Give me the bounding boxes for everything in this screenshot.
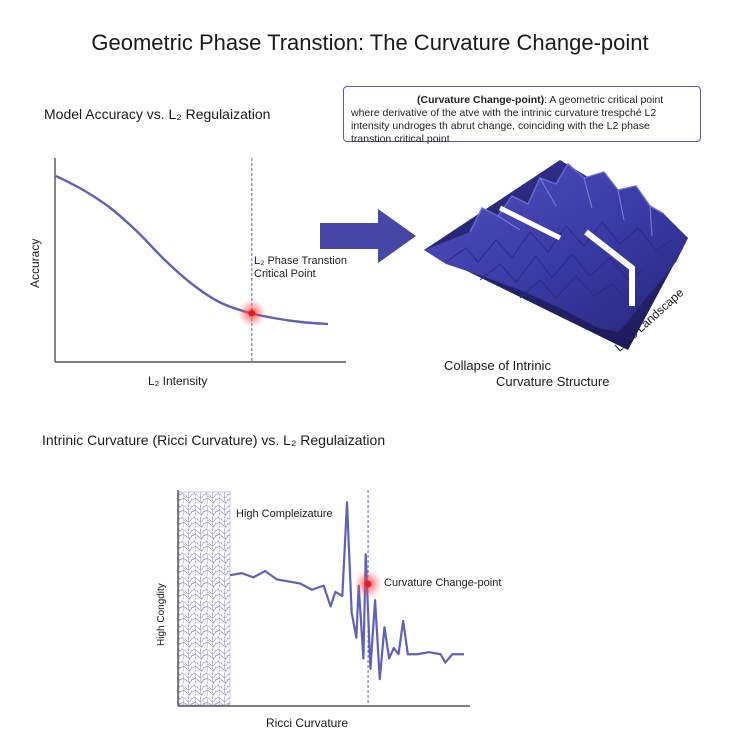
loss-landscape-surface [424,160,688,350]
critical-point-label-line2: Critical Point [254,268,316,280]
critical-point-marker [248,310,256,317]
accuracy-series-line [55,174,329,326]
change-point-label: Curvature Change-point [384,577,502,589]
accuracy-panel-title: Model Accuracy vs. L₂ Regulaization [44,106,271,122]
curvature-x-label: Ricci Curvature [266,716,349,730]
high-complexity-label: High Compleizature [236,508,333,520]
accuracy-plot [55,158,329,362]
collapse-label-line1: Collapse of Intrinic [444,358,551,373]
main-title: Geometric Phase Transtion: The Curvature… [91,30,649,55]
collapse-label-line2: Curvature Structure [496,374,610,389]
high-complexity-region [178,491,231,706]
curvature-panel-title: Intrinic Curvature (Ricci Curvature) vs.… [42,432,386,448]
curvature-plot [229,490,464,706]
curvature-axes [177,490,470,707]
critical-point-label-line1: L₂ Phase Transtion [254,255,347,267]
change-point-marker [364,580,372,588]
accuracy-x-label: L₂ Intensity [148,374,208,388]
curvature-series-line [229,501,464,681]
transition-arrow [320,209,416,263]
callout-text: : A geometric critical point where deriv… [351,94,664,145]
critical-point-label: L₂ Phase Transtion Critical Point [254,255,347,281]
callout-term: (Curvature Change-point) [417,94,545,106]
accuracy-axes [54,158,346,363]
definition-callout: (Curvature Change-point): A geometric cr… [343,86,701,145]
